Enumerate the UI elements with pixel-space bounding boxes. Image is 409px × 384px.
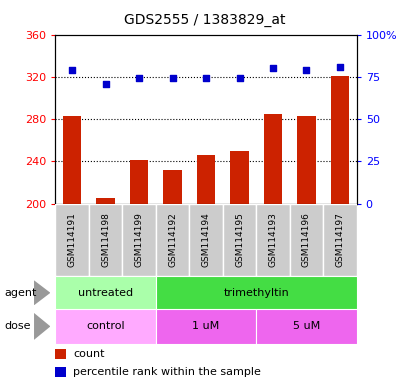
Bar <box>263 114 281 204</box>
Text: dose: dose <box>4 321 31 331</box>
FancyBboxPatch shape <box>122 204 155 276</box>
FancyBboxPatch shape <box>322 204 356 276</box>
Text: GSM114193: GSM114193 <box>268 213 277 267</box>
Text: GSM114197: GSM114197 <box>335 213 344 267</box>
FancyBboxPatch shape <box>189 204 222 276</box>
Bar <box>196 155 215 204</box>
FancyBboxPatch shape <box>256 204 289 276</box>
Point <box>236 75 242 81</box>
Bar <box>230 151 248 204</box>
Text: percentile rank within the sample: percentile rank within the sample <box>73 367 261 377</box>
Text: GSM114199: GSM114199 <box>134 213 143 267</box>
Point <box>102 81 109 87</box>
Text: 5 uM: 5 uM <box>292 321 319 331</box>
Point <box>336 64 342 70</box>
Point <box>169 75 175 81</box>
Text: 1 uM: 1 uM <box>192 321 219 331</box>
Point <box>302 67 309 73</box>
FancyBboxPatch shape <box>55 204 89 276</box>
Point <box>269 65 276 71</box>
Text: GSM114195: GSM114195 <box>234 213 243 267</box>
Bar <box>96 198 115 204</box>
Bar <box>63 116 81 204</box>
Bar <box>256 309 356 344</box>
Text: GSM114191: GSM114191 <box>67 213 76 267</box>
Text: untreated: untreated <box>78 288 133 298</box>
Text: GSM114198: GSM114198 <box>101 213 110 267</box>
Bar <box>55 349 66 359</box>
Point <box>202 75 209 81</box>
FancyBboxPatch shape <box>89 204 122 276</box>
Text: agent: agent <box>4 288 36 298</box>
Text: GSM114192: GSM114192 <box>168 213 177 267</box>
Bar <box>297 116 315 204</box>
Bar <box>55 309 155 344</box>
Point <box>135 75 142 81</box>
Bar <box>163 170 181 204</box>
Text: GSM114194: GSM114194 <box>201 213 210 267</box>
Text: control: control <box>86 321 125 331</box>
FancyBboxPatch shape <box>222 204 256 276</box>
Text: count: count <box>73 349 105 359</box>
Bar <box>155 309 256 344</box>
Bar <box>55 276 155 309</box>
Text: GSM114196: GSM114196 <box>301 213 310 267</box>
Polygon shape <box>34 280 50 305</box>
Bar <box>55 367 66 377</box>
Point <box>69 67 75 73</box>
Text: GDS2555 / 1383829_at: GDS2555 / 1383829_at <box>124 13 285 27</box>
Bar <box>330 76 348 204</box>
FancyBboxPatch shape <box>155 204 189 276</box>
Bar <box>155 276 356 309</box>
FancyBboxPatch shape <box>289 204 322 276</box>
Text: trimethyltin: trimethyltin <box>223 288 288 298</box>
Polygon shape <box>34 313 50 340</box>
Bar <box>130 160 148 204</box>
